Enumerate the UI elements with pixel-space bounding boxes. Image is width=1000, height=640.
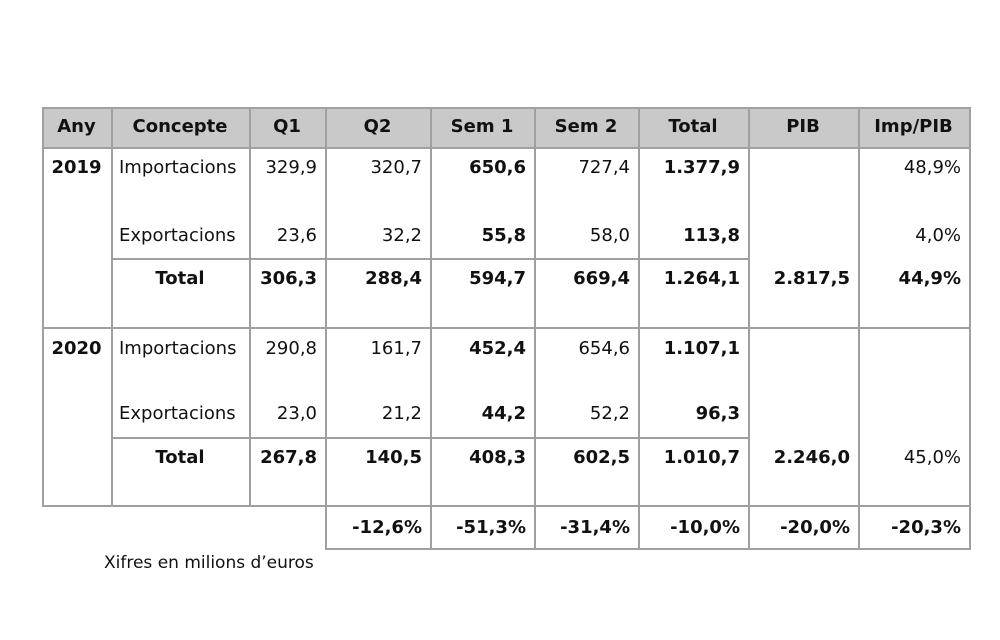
table-border — [42, 107, 971, 109]
value-cell-q1: 290,8 — [265, 338, 317, 359]
table-border — [111, 107, 113, 507]
concept-cell: Exportacions — [119, 403, 236, 424]
table-border — [42, 107, 44, 507]
value-cell-q1: 267,8 — [260, 447, 317, 468]
variation-cell-sem2: -31,4% — [560, 517, 630, 538]
concept-cell: Importacions — [119, 157, 237, 178]
table-border — [638, 107, 640, 507]
value-cell-sem1: 650,6 — [469, 157, 526, 178]
column-header: Imp/PIB — [874, 116, 953, 137]
table-border — [858, 107, 860, 507]
imp-pib-cell: 4,0% — [915, 225, 961, 246]
table-border — [748, 107, 750, 507]
column-header: Concepte — [132, 116, 228, 137]
table-border — [42, 505, 971, 507]
variation-cell-sem1: -51,3% — [456, 517, 526, 538]
value-cell-q2: 140,5 — [365, 447, 422, 468]
value-cell-q1: 23,0 — [276, 403, 317, 424]
value-cell-sem2: 52,2 — [589, 403, 630, 424]
value-cell-q2: 288,4 — [365, 268, 422, 289]
table-header-row — [42, 107, 969, 147]
value-cell-q2: 161,7 — [370, 338, 422, 359]
value-cell-sem2: 669,4 — [573, 268, 630, 289]
concept-cell: Exportacions — [119, 225, 236, 246]
column-header: Total — [668, 116, 718, 137]
value-cell-sem2: 58,0 — [589, 225, 630, 246]
table-border — [249, 107, 251, 507]
imp-pib-cell: 45,0% — [903, 447, 961, 468]
table-border — [325, 548, 971, 550]
table-border — [638, 505, 640, 550]
value-cell-total: 1.107,1 — [663, 338, 740, 359]
value-cell-total: 1.264,1 — [663, 268, 740, 289]
table-border — [42, 327, 971, 329]
variation-cell-total: -10,0% — [670, 517, 740, 538]
value-cell-q2: 32,2 — [381, 225, 422, 246]
variation-cell-imp_pib: -20,3% — [891, 517, 961, 538]
value-cell-total: 96,3 — [695, 403, 740, 424]
imp-pib-cell: 44,9% — [898, 268, 961, 289]
variation-cell-q2: -12,6% — [352, 517, 422, 538]
value-cell-q1: 23,6 — [276, 225, 317, 246]
column-header: Sem 1 — [450, 116, 514, 137]
value-cell-total: 1.010,7 — [663, 447, 740, 468]
value-cell-q1: 329,9 — [265, 157, 317, 178]
value-cell-sem2: 727,4 — [578, 157, 630, 178]
column-header: Any — [57, 116, 96, 137]
table-border — [858, 505, 860, 550]
table-border — [325, 505, 327, 550]
value-cell-q2: 21,2 — [381, 403, 422, 424]
table-border — [325, 107, 327, 507]
footnote: Xifres en milions d’euros — [104, 553, 314, 573]
value-cell-sem2: 654,6 — [578, 338, 630, 359]
imp-pib-cell: 48,9% — [903, 157, 961, 178]
table-border — [534, 505, 536, 550]
table-border — [748, 505, 750, 550]
concept-cell: Importacions — [119, 338, 237, 359]
value-cell-sem1: 408,3 — [469, 447, 526, 468]
column-header: PIB — [786, 116, 820, 137]
value-cell-total: 113,8 — [683, 225, 740, 246]
year-cell: 2019 — [51, 157, 102, 178]
table-border — [430, 505, 432, 550]
pib-cell: 2.246,0 — [773, 447, 850, 468]
year-cell: 2020 — [51, 338, 102, 359]
concept-cell: Total — [155, 447, 205, 468]
column-header: Sem 2 — [554, 116, 618, 137]
value-cell-sem1: 44,2 — [481, 403, 526, 424]
column-header: Q2 — [363, 116, 392, 137]
table-border — [534, 107, 536, 507]
value-cell-sem2: 602,5 — [573, 447, 630, 468]
value-cell-sem1: 452,4 — [469, 338, 526, 359]
value-cell-total: 1.377,9 — [663, 157, 740, 178]
table-border — [969, 107, 971, 507]
value-cell-sem1: 55,8 — [481, 225, 526, 246]
variation-cell-pib: -20,0% — [780, 517, 850, 538]
column-header: Q1 — [273, 116, 301, 137]
value-cell-q1: 306,3 — [260, 268, 317, 289]
concept-cell: Total — [155, 268, 205, 289]
table-border — [430, 107, 432, 507]
pib-cell: 2.817,5 — [773, 268, 850, 289]
table-border — [969, 505, 971, 550]
value-cell-sem1: 594,7 — [469, 268, 526, 289]
value-cell-q2: 320,7 — [370, 157, 422, 178]
table-border — [42, 147, 971, 149]
